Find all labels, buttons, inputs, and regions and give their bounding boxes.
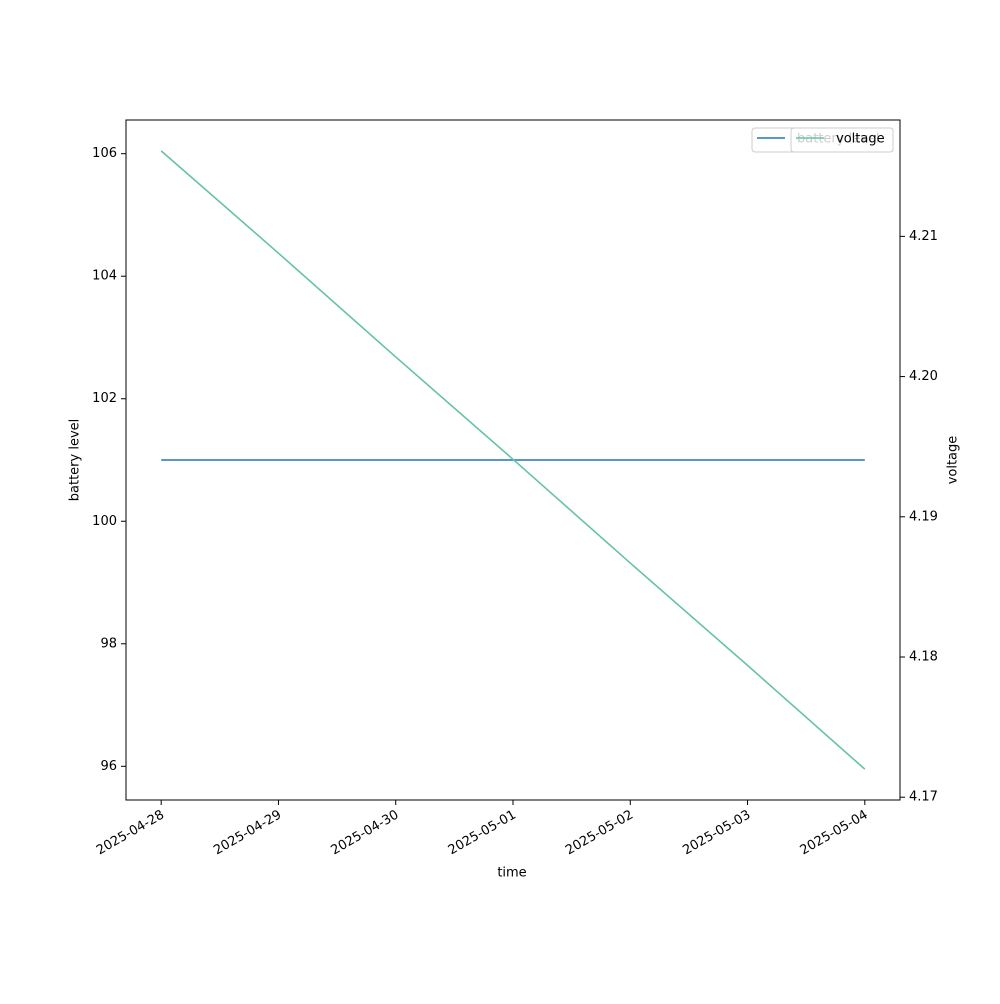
- x-tick-label: 2025-05-03: [680, 808, 753, 859]
- x-tick-label: 2025-05-04: [798, 808, 871, 859]
- x-tick-label: 2025-04-28: [94, 808, 167, 859]
- y-tick-label: 106: [92, 146, 117, 161]
- y-tick-label: 96: [100, 759, 117, 774]
- y2-tick-label: 4.17: [909, 790, 938, 805]
- y-tick-label: 102: [92, 391, 117, 406]
- y2-tick-label: 4.20: [909, 369, 938, 384]
- y-tick-label: 100: [92, 514, 117, 529]
- y-tick-label: 98: [100, 636, 117, 651]
- x-axis-label: time: [497, 866, 526, 881]
- y2-tick-label: 4.19: [909, 509, 938, 524]
- legend-box: [790, 127, 894, 153]
- legend-label: voltage: [836, 132, 885, 147]
- y2-tick-label: 4.21: [909, 229, 938, 244]
- plot-frame: [125, 119, 901, 801]
- x-tick-label: 2025-05-01: [446, 808, 519, 859]
- x-tick-label: 2025-04-29: [211, 808, 284, 859]
- y-axis-label: battery level: [68, 419, 83, 502]
- x-tick-label: 2025-05-02: [563, 808, 636, 859]
- y-tick-label: 104: [92, 269, 117, 284]
- x-tick-label: 2025-04-30: [329, 808, 402, 859]
- line-1: [160, 150, 866, 770]
- y2-tick-label: 4.18: [909, 649, 938, 664]
- y2-axis-label: voltage: [946, 436, 961, 485]
